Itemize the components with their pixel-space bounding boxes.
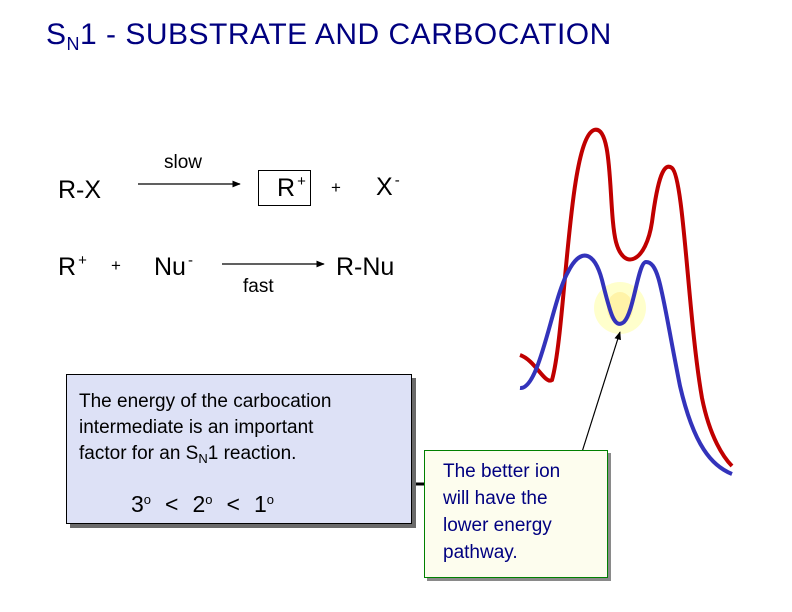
callout-line-2: will have the xyxy=(443,488,548,509)
info-line-3: factor for an SN1 reaction. xyxy=(79,443,297,466)
stability-order: 3o <2o <1o xyxy=(131,491,274,517)
red-energy-curve xyxy=(519,127,734,468)
reaction2-product: R-Nu xyxy=(336,253,395,281)
leaving-group: X- xyxy=(376,172,400,201)
callout-line-3: lower energy xyxy=(443,515,552,536)
fast-label: fast xyxy=(243,276,274,297)
carbocation-charge: + xyxy=(297,173,306,190)
plus-sign-2: + xyxy=(111,256,121,275)
nucleophile: Nu - xyxy=(154,252,193,281)
callout-line-1: The better ion xyxy=(443,461,561,482)
page-title: SN1 - SUBSTRATE AND CARBOCATION xyxy=(46,18,612,54)
carbocation-symbol: R xyxy=(277,174,296,202)
info-box: The energy of the carbocation intermedia… xyxy=(66,374,412,524)
carbocation-box: R + xyxy=(258,170,311,206)
plus-sign-1: + xyxy=(331,178,341,197)
reaction1-reactant: R-X xyxy=(58,176,102,204)
callout-line-4: pathway. xyxy=(443,542,518,563)
info-line-1: The energy of the carbocation xyxy=(79,391,332,412)
callout-box: The better ion will have the lower energ… xyxy=(424,450,608,578)
callout-pointer-arrow xyxy=(581,331,621,453)
blue-energy-curve xyxy=(519,253,733,476)
slow-label: slow xyxy=(164,152,203,173)
info-line-2: intermediate is an important xyxy=(79,417,314,438)
reaction2-carbocation: R + xyxy=(58,252,87,281)
